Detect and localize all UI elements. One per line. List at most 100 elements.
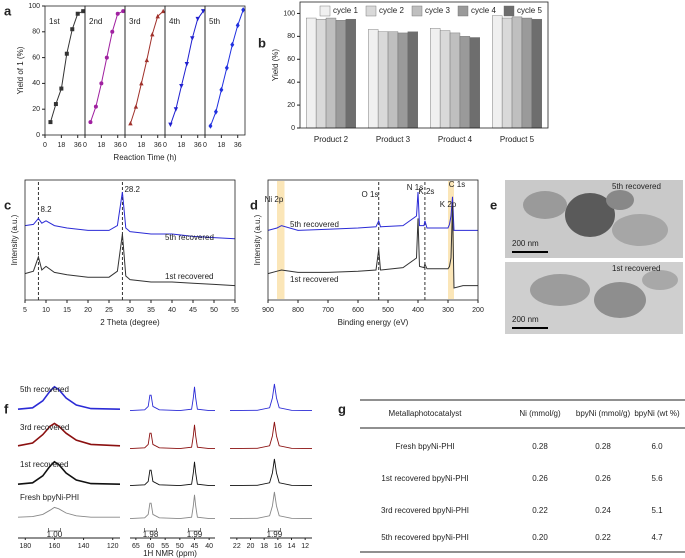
integral-bracket — [268, 528, 281, 532]
legend-label: cycle 3 — [425, 6, 450, 15]
scale-bar-label: 200 nm — [512, 239, 539, 248]
y-tick-label: 60 — [32, 54, 40, 61]
point — [121, 9, 126, 14]
point — [53, 102, 58, 107]
point — [48, 120, 53, 125]
x-tick-label: 45 — [191, 543, 199, 550]
facet-label: 1st — [49, 17, 60, 26]
x-tick-label: Product 2 — [314, 135, 349, 144]
x-tick-label: 160 — [49, 543, 61, 550]
x-tick-label: 500 — [382, 307, 394, 314]
trace-label: 3rd recovered — [20, 423, 69, 432]
spectrum — [229, 491, 313, 520]
x-tick-label: 55 — [161, 543, 169, 550]
trace-label: 1st recovered — [20, 460, 68, 469]
bar — [492, 15, 503, 129]
image-caption: 5th recovered — [612, 182, 661, 191]
highlight-band — [448, 181, 454, 299]
spectrum — [229, 421, 313, 450]
x-tick-label: 40 — [168, 307, 176, 314]
y-tick-label: 100 — [283, 10, 295, 17]
point — [208, 123, 213, 129]
spectrum — [129, 461, 215, 487]
integral-bracket — [48, 528, 61, 532]
bar — [377, 31, 389, 129]
table-cell: 3rd recovered bpyNi-PHI — [381, 506, 469, 515]
panel-label: a — [4, 3, 12, 18]
x-tick-label: 60 — [147, 543, 155, 550]
plot-frame — [204, 5, 246, 136]
point — [115, 11, 120, 16]
legend-swatch — [503, 5, 515, 17]
trace-label: 5th recovered — [20, 385, 69, 394]
plot-frame — [267, 179, 479, 301]
point — [133, 104, 139, 109]
x-tick-label: 0 — [43, 142, 47, 149]
point — [64, 51, 69, 56]
x-tick-label: Product 5 — [500, 135, 535, 144]
panel-label: e — [490, 197, 497, 212]
x-tick-label: 36 — [234, 142, 242, 149]
table-cell: 1st recovered bpyNi-PHI — [381, 474, 468, 483]
legend-label: cycle 1 — [333, 6, 358, 15]
spectrum — [129, 494, 215, 520]
x-tick-label: 700 — [322, 307, 334, 314]
x-tick-label: 140 — [78, 543, 90, 550]
facet-label: 4th — [169, 17, 180, 26]
integral-label: 1.99 — [187, 530, 203, 539]
x-tick-label: 50 — [210, 307, 218, 314]
point — [88, 120, 93, 125]
bar — [335, 20, 347, 129]
y-axis-label: Intensity (a.u.) — [253, 214, 262, 265]
point — [200, 9, 206, 14]
point — [150, 31, 155, 37]
reference-label: 28.2 — [124, 185, 140, 194]
bar — [439, 30, 451, 129]
x-tick-label: 36 — [194, 142, 202, 149]
point — [224, 65, 229, 71]
point — [168, 122, 173, 128]
point — [110, 29, 115, 34]
table-header: bpyNi (wt %) — [634, 409, 680, 418]
table-header: Metallaphotocatalyst — [389, 409, 463, 418]
legend-swatch — [411, 5, 423, 17]
spectrum — [129, 386, 215, 412]
bar — [345, 18, 357, 129]
bar — [407, 31, 419, 129]
x-tick-label: Product 4 — [438, 135, 473, 144]
point — [99, 81, 104, 86]
panel-label: d — [250, 197, 258, 212]
point — [128, 120, 133, 126]
x-axis-label: 2 Theta (degree) — [100, 318, 160, 327]
point — [59, 86, 64, 91]
point — [179, 83, 184, 89]
integral-label: 1.99 — [267, 530, 283, 539]
x-tick-label: 12 — [301, 543, 309, 550]
reference-label: 8.2 — [40, 205, 52, 214]
point — [93, 104, 98, 109]
bar — [501, 17, 513, 129]
table-cell: 0.22 — [532, 506, 548, 515]
spectrum — [229, 458, 313, 487]
x-tick-label: Product 3 — [376, 135, 411, 144]
x-tick-label: 120 — [107, 543, 119, 550]
point — [104, 55, 109, 60]
point — [75, 11, 80, 16]
table-cell: 0.26 — [595, 474, 611, 483]
spectrum — [17, 422, 121, 447]
x-tick-label: 18 — [137, 142, 145, 149]
bar — [315, 18, 327, 129]
integral-label: 1.00 — [47, 530, 63, 539]
point — [144, 57, 150, 63]
facet-label: 3rd — [129, 17, 141, 26]
point — [139, 81, 144, 86]
x-tick-label: 18 — [177, 142, 185, 149]
spectrum — [17, 460, 121, 485]
series-line — [24, 233, 236, 287]
y-tick-label: 40 — [32, 80, 40, 87]
x-tick-label: 18 — [217, 142, 225, 149]
table-cell: 4.7 — [651, 533, 663, 542]
facet-label: 5th — [209, 17, 220, 26]
x-tick-label: 15 — [63, 307, 71, 314]
table-cell: 0.22 — [595, 533, 611, 542]
